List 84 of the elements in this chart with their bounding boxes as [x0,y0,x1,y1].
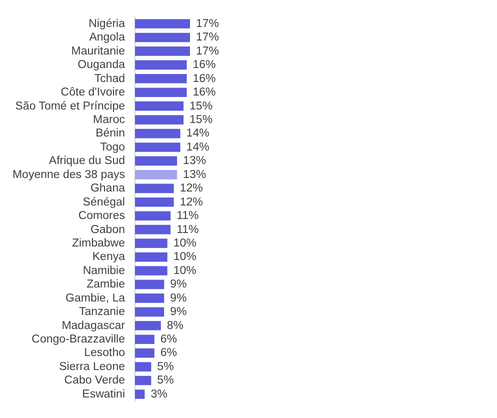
bar [135,101,184,111]
data-label: 13% [183,168,206,181]
data-label: 5% [157,374,174,387]
y-tick-label: Ghana [90,182,126,195]
bar [135,170,178,180]
data-label: 17% [196,45,220,58]
y-tick-label: Lesotho [84,347,125,360]
bar [135,266,168,276]
bar [135,142,180,152]
y-tick-label: Togo [100,141,125,154]
data-label: 15% [190,100,213,112]
data-label: 8% [166,320,184,332]
bar [135,19,190,28]
data-label: 16% [192,59,216,72]
bar [135,156,178,166]
bar [135,307,164,317]
y-tick-label: Moyenne des 38 pays [12,168,126,181]
bar [135,88,187,98]
data-label: 14% [186,128,210,140]
bar [135,348,154,358]
data-label: 5% [157,360,174,373]
y-tick-label: Tanzanie [78,306,125,318]
bar [135,60,187,70]
y-tick-label: Gabon [90,224,125,236]
y-tick-label: Côte d'Ivoire [60,86,125,99]
y-tick-label: Madagascar [62,320,126,332]
y-tick-label: Tchad [94,72,125,85]
bar [135,362,152,372]
y-tick-label: Maroc [93,114,126,126]
y-tick-label: Comores [78,210,126,222]
y-tick-label: Nigéria [88,18,126,30]
data-label: 3% [150,388,168,400]
y-tick-label: Ouganda [78,59,126,72]
bar [135,74,187,84]
data-label: 15% [190,114,213,126]
bar [135,197,174,207]
data-label: 10% [173,264,196,277]
y-tick-label: Bénin [96,128,125,140]
bar [135,280,164,290]
data-label: 16% [192,86,216,99]
data-label: 9% [170,292,187,304]
bar [135,46,190,56]
data-label: 6% [160,347,178,360]
data-label: 9% [170,306,187,318]
y-tick-label: Gambie, La [66,292,126,304]
bar [135,238,168,248]
bar [135,252,168,262]
y-tick-label: Kenya [92,251,126,264]
bar [135,184,174,194]
y-tick-label: Cabo Verde [64,374,125,387]
y-tick-label: Mauritanie [71,45,125,58]
bar [135,115,184,124]
bar [135,334,154,344]
bar [135,211,171,221]
y-tick-label: Zimbabwe [72,237,125,250]
bar [135,224,171,234]
bar [135,390,145,399]
y-tick-label: Afrique du Sud [48,155,125,168]
y-tick-label: Sénégal [82,196,125,208]
data-label: 13% [183,155,206,168]
y-tick-label: Angola [89,32,126,44]
bar [135,320,161,330]
data-label: 10% [173,251,196,264]
data-label: 17% [196,32,220,44]
y-tick-label: São Tomé et Príncipe [15,100,125,112]
data-label: 10% [173,237,196,250]
data-label: 12% [180,182,203,195]
bar [135,376,152,386]
data-label: 12% [180,196,203,208]
data-label: 9% [170,278,187,291]
data-label: 17% [196,18,220,30]
y-tick-label: Zambie [86,278,125,291]
data-label: 16% [192,72,216,85]
bar [135,32,190,42]
data-label: 11% [176,210,199,222]
y-tick-label: Congo-Brazzaville [32,334,125,346]
bar [135,294,164,303]
data-label: 6% [160,334,178,346]
data-label: 11% [176,224,199,236]
y-tick-label: Namibie [82,264,125,277]
y-tick-label: Eswatini [82,388,125,400]
data-label: 14% [186,141,210,154]
y-tick-label: Sierra Leone [59,360,125,373]
bar [135,128,180,138]
